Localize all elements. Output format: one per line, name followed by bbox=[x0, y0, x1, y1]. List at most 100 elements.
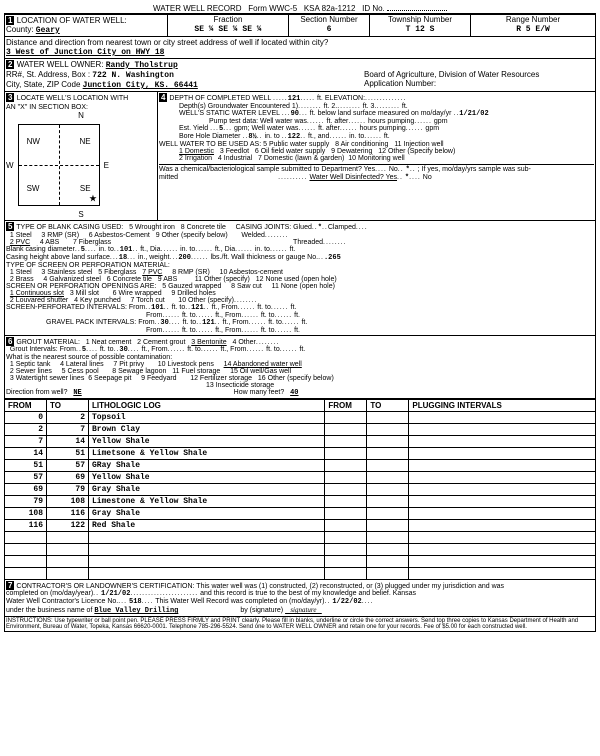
date1: 1/21/02 bbox=[101, 590, 130, 598]
contam-label: What is the nearest source of possible c… bbox=[6, 354, 172, 361]
county: Geary bbox=[36, 26, 60, 35]
open-label: SCREEN OR PERFORATION OPENINGS ARE: bbox=[6, 283, 156, 290]
owner-label: WATER WELL OWNER: bbox=[17, 60, 104, 69]
fractions: SE ¼ SE ¼ SE ¼ bbox=[194, 25, 261, 34]
location-label: LOCATION OF WATER WELL: bbox=[17, 16, 127, 25]
col-to: TO bbox=[47, 400, 89, 412]
biz-name: Blue Valley Drilling bbox=[94, 607, 178, 615]
height-label: Casing height above land surface bbox=[6, 254, 110, 261]
completed-label: completed on (mo/day/year) bbox=[6, 590, 93, 597]
fraction-label: Fraction bbox=[214, 15, 243, 24]
township: T 12 S bbox=[406, 25, 435, 34]
bore-depth: 122 bbox=[288, 133, 301, 141]
section-box: NW NE SW SE ★ bbox=[18, 124, 100, 206]
addr-label: RR#, St. Address, Box : bbox=[6, 70, 90, 79]
w-label: W bbox=[6, 161, 14, 170]
dir-label: Direction from well? bbox=[6, 389, 67, 396]
col-plug: PLUGGING INTERVALS bbox=[409, 400, 596, 412]
col-to2: TO bbox=[367, 400, 409, 412]
col-from: FROM bbox=[5, 400, 47, 412]
static: 90 bbox=[291, 110, 299, 118]
table-row: 1451Limetsone & Yellow Shale bbox=[5, 448, 596, 460]
distance: 3 West of Junction City on HWY 18 bbox=[6, 48, 164, 57]
gw-label: Depth(s) Groundwater Encountered bbox=[179, 103, 290, 110]
xbox-label: AN "X" IN SECTION BOX: bbox=[6, 104, 88, 111]
est-label: Est. Yield bbox=[179, 125, 208, 132]
grout-label: GROUT MATERIAL: bbox=[16, 339, 80, 346]
range-label: Range Number bbox=[506, 15, 560, 24]
how: 40 bbox=[290, 389, 298, 397]
lic-no: 518 bbox=[129, 598, 142, 606]
locate-label: LOCATE WELL'S LOCATION WITH bbox=[17, 95, 129, 102]
sec-num-label: Section Number bbox=[300, 15, 357, 24]
table-row: 5157GRay Shale bbox=[5, 460, 596, 472]
section-num-6: 6 bbox=[6, 337, 14, 346]
licence-label: Water Well Contractor's Licence No. bbox=[6, 598, 118, 605]
depth-label: DEPTH OF COMPLETED WELL bbox=[169, 95, 271, 102]
table-row: 27Brown Clay bbox=[5, 424, 596, 436]
se: SE bbox=[80, 184, 91, 193]
sig-label: by (signature) bbox=[240, 607, 283, 614]
table-row: 116122Red Shale bbox=[5, 520, 596, 532]
addr: 722 N. Washington bbox=[92, 71, 174, 80]
table-row: 79108Limestone & Yellow Shale bbox=[5, 496, 596, 508]
s-label: S bbox=[78, 210, 83, 219]
dia-label: Blank casing diameter bbox=[6, 246, 75, 253]
owner-name: Randy Tholstrup bbox=[106, 61, 178, 70]
section-1: 1 LOCATION OF WATER WELL: County: Geary … bbox=[4, 14, 596, 37]
cert-label: CONTRACTOR'S OR LANDOWNER'S CERTIFICATIO… bbox=[16, 583, 504, 590]
pump-label: Pump test data: Well water was bbox=[209, 118, 307, 125]
how-label: How many feet? bbox=[234, 389, 285, 396]
litho-log-table: FROM TO LITHOLOGIC LOG FROM TO PLUGGING … bbox=[4, 399, 596, 580]
section-num-3: 3 bbox=[6, 93, 14, 102]
use-label: WELL WATER TO BE USED AS: bbox=[159, 141, 261, 148]
record-label: and this record is true to the best of m… bbox=[200, 590, 416, 597]
table-row bbox=[5, 568, 596, 580]
header-row: WATER WELL RECORD Form WWC-5 KSA 82a-121… bbox=[4, 4, 596, 14]
col-litho: LITHOLOGIC LOG bbox=[89, 400, 325, 412]
elev-label: ft. ELEVATION: bbox=[317, 95, 365, 102]
footer: INSTRUCTIONS: Use typewriter or ball poi… bbox=[4, 617, 596, 632]
city: Junction City, KS. 66441 bbox=[83, 81, 198, 90]
static-date: 1/21/02 bbox=[459, 110, 488, 118]
int-label: Grout Intervals: From bbox=[10, 346, 76, 353]
table-row bbox=[5, 532, 596, 544]
n-label: N bbox=[78, 111, 84, 120]
ksa: KSA 82a-1212 bbox=[304, 4, 356, 13]
casing-label: TYPE OF BLANK CASING USED: bbox=[16, 224, 123, 231]
chem-label: Was a chemical/bacteriological sample su… bbox=[159, 166, 375, 173]
nw: NW bbox=[27, 137, 40, 146]
table-row: 714Yellow Shale bbox=[5, 436, 596, 448]
section-num-7: 7 bbox=[6, 581, 14, 590]
dir: NE bbox=[73, 389, 81, 397]
bore: 8½ bbox=[248, 133, 256, 141]
rec-comp-label: This Water Well Record was completed on … bbox=[155, 598, 324, 605]
id-no-label: ID No. bbox=[362, 4, 385, 13]
doc-title: WATER WELL RECORD bbox=[153, 4, 242, 13]
distance-label: Distance and direction from nearest town… bbox=[6, 38, 328, 47]
form-id: Form WWC-5 bbox=[248, 4, 297, 13]
perf-label: SCREEN-PERFORATED INTERVALS: From bbox=[6, 304, 145, 311]
range: R 5 E/W bbox=[516, 25, 550, 34]
static-label: WELL'S STATIC WATER LEVEL bbox=[179, 110, 280, 117]
sec-num: 6 bbox=[327, 25, 332, 34]
bore-label: Bore Hole Diameter bbox=[179, 133, 240, 140]
table-row: 02Topsoil bbox=[5, 412, 596, 424]
e-label: E bbox=[104, 161, 109, 170]
screen-label: TYPE OF SCREEN OR PERFORATION MATERIAL: bbox=[6, 262, 170, 269]
table-row: 6979Gray Shale bbox=[5, 484, 596, 496]
ne: NE bbox=[79, 137, 90, 146]
board-label: Board of Agriculture, Division of Water … bbox=[364, 70, 539, 79]
table-row: 108116Gray Shale bbox=[5, 508, 596, 520]
township-label: Township Number bbox=[388, 15, 452, 24]
date2: 1/22/02 bbox=[332, 598, 361, 606]
business-label: under the business name of bbox=[6, 607, 92, 614]
section-num-1: 1 bbox=[6, 16, 14, 25]
static-text: ft. below land surface measured on mo/da… bbox=[310, 110, 452, 117]
app-label: Application Number: bbox=[364, 79, 436, 88]
sw: SW bbox=[27, 184, 40, 193]
table-row bbox=[5, 544, 596, 556]
gravel-label: GRAVEL PACK INTERVALS: From bbox=[46, 319, 155, 326]
depth: 121 bbox=[288, 95, 301, 103]
col-from2: FROM bbox=[325, 400, 367, 412]
